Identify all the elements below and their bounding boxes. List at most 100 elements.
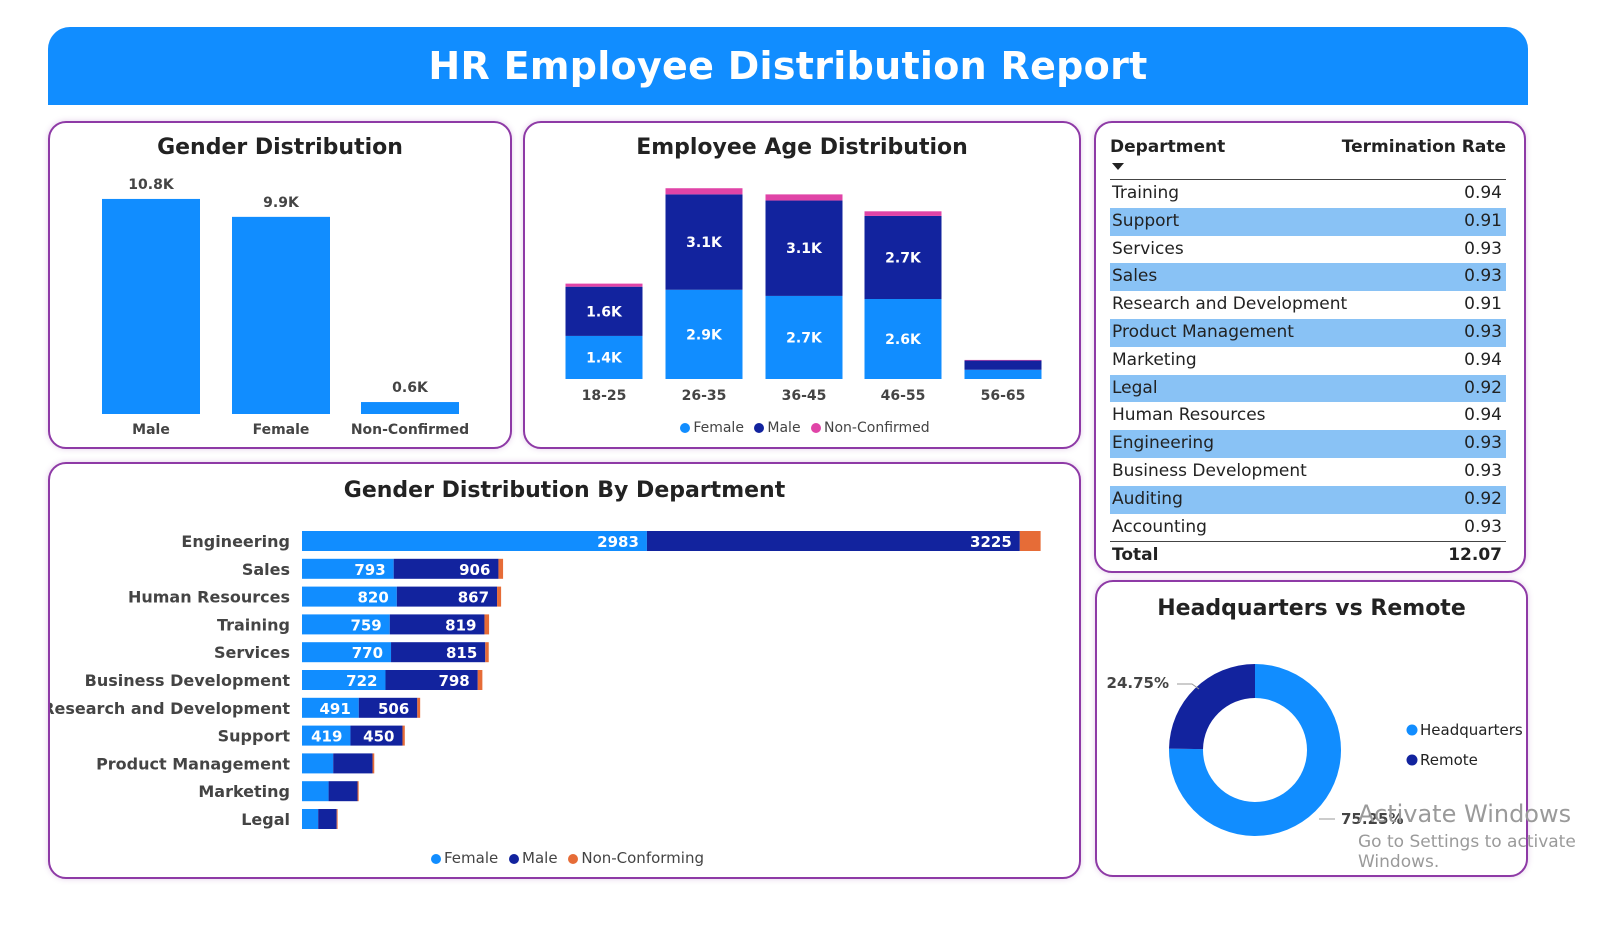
bar-training-male [389,614,485,635]
y-tick-research-and-development: Research and Development [50,699,290,718]
row-termination-rate: 0.94 [1464,349,1502,370]
gender-by-department-chart[interactable]: Engineering 2983 3225 Sales 793 906 Human Reso… [50,464,1079,839]
table-row[interactable]: Accounting 0.93 [1110,514,1506,542]
bar-36-45-non-confirmed [765,194,843,201]
bar-36-45-female [765,295,843,379]
row-department: Support [1112,210,1180,231]
bar-human-resources-female [302,586,397,607]
y-tick-sales: Sales [242,560,290,579]
table-row[interactable]: Sales 0.93 [1110,263,1506,292]
table-row[interactable]: Human Resources 0.94 [1110,402,1506,430]
bar-services-female [302,642,392,663]
table-row[interactable]: Engineering 0.93 [1110,430,1506,458]
legend-male-label: Male [767,420,801,436]
row-termination-rate: 0.94 [1464,183,1502,203]
legend-label-remote: Remote [1420,751,1478,769]
row-department: Business Development [1112,460,1307,481]
bar-support-female [302,725,351,746]
sort-descending-icon[interactable] [1112,163,1124,170]
bar-business-development-non-conforming [477,670,483,690]
data-label-36-45-female: 2.7K [786,330,823,346]
table-row[interactable]: Research and Development 0.91 [1110,291,1506,319]
bar-18-25-female [565,335,643,379]
data-label-engineering-male: 3225 [970,533,1012,551]
data-label-services-male: 815 [446,644,477,662]
row-termination-rate: 0.92 [1464,377,1502,398]
x-tick-26-35: 26-35 [682,388,727,404]
table-row[interactable]: Support 0.91 [1110,207,1506,236]
legend-male-label: Male [522,849,558,867]
table-row[interactable]: Business Development 0.93 [1110,458,1506,486]
data-label-research-and-development-female: 491 [319,700,350,718]
bar-sales-female [302,558,394,579]
legend-nonconfirmed-label: Non-Confirmed [824,420,930,436]
bar-product-management-female [302,753,334,774]
data-label-26-35-female: 2.9K [686,327,723,343]
data-label-male: 10.8K [128,177,175,193]
gender-distribution-chart[interactable]: 10.8K Male 9.9K Female 0.6K Non-Confirmed [50,123,510,447]
total-value: 12.07 [1448,545,1502,566]
y-tick-services: Services [214,643,290,662]
bar-26-35-non-confirmed [665,188,743,195]
data-label-26-35-male: 3.1K [686,235,723,251]
gender-distribution-card[interactable]: Gender Distribution 10.8K Male 9.9K Female 0… [48,121,512,449]
legend-nonconforming-label: Non-Conforming [581,849,704,867]
hq-vs-remote-donut-chart[interactable]: 75.25% 24.75% Headquarters Remote [1097,582,1526,875]
table-header: Department Termination Rate [1110,133,1506,180]
bar-services-non-conforming [485,642,489,663]
y-tick-support: Support [218,727,291,746]
data-label-business-development-male: 798 [438,672,469,690]
bar-female [232,216,330,414]
column-header-termination-rate[interactable]: Termination Rate [1341,137,1506,157]
row-termination-rate: 0.93 [1464,321,1502,342]
table-row[interactable]: Legal 0.92 [1110,374,1506,403]
age-chart-legend: Female Male Non-Confirmed [525,420,1079,436]
table-row[interactable]: Services 0.93 [1110,236,1506,264]
termination-rate-card[interactable]: Department Termination Rate Training 0.94… [1094,121,1526,573]
table-row[interactable]: Marketing 0.94 [1110,347,1506,375]
row-department: Research and Development [1112,294,1348,315]
data-label-sales-male: 906 [459,561,490,579]
column-header-department[interactable]: Department [1110,137,1226,157]
table-row[interactable]: Training 0.94 [1110,180,1506,208]
x-tick-18-25: 18-25 [582,388,627,404]
row-department: Auditing [1112,488,1183,509]
data-label-18-25-female: 1.4K [586,350,623,366]
row-department: Services [1112,238,1184,259]
age-distribution-chart[interactable]: 1.4K 1.6K 18-25 2.9K 3.1K 26-35 2.7K 3.1K 36-45 2… [525,123,1079,413]
bar-56-65-female [964,369,1042,379]
row-termination-rate: 0.93 [1464,433,1502,454]
bar-sales-male [393,558,499,579]
data-label-support-female: 419 [311,728,342,746]
data-label-training-female: 759 [350,616,381,634]
legend-dot-remote [1406,754,1418,766]
x-tick-56-65: 56-65 [981,388,1026,404]
row-department: Product Management [1112,321,1294,342]
x-tick-female: Female [253,422,310,438]
data-label-research-and-development-male: 506 [378,700,409,718]
bar-male [102,198,200,414]
gender-by-department-card[interactable]: Gender Distribution By Department Engine… [48,462,1081,879]
bar-26-35-female [665,289,743,379]
data-label-remote: 24.75% [1107,674,1169,692]
bar-26-35-male [665,194,743,290]
table-row[interactable]: Product Management 0.93 [1110,318,1506,347]
row-termination-rate: 0.93 [1464,460,1502,481]
legend-male-dot [509,854,520,864]
dept-chart-title: Gender Distribution By Department [343,478,786,503]
row-department: Marketing [1112,349,1197,370]
legend-female-dot [680,423,691,433]
age-distribution-card[interactable]: Employee Age Distribution 1.4K 1.6K 18-25 2… [523,121,1081,449]
row-department: Sales [1112,266,1158,287]
bar-non-confirmed [361,402,459,414]
hq-vs-remote-card[interactable]: Headquarters vs Remote 75.25% 24.75% Headq… [1095,580,1528,877]
legend-label-headquarters: Headquarters [1420,721,1523,739]
bar-46-55-male [864,215,942,299]
data-label-human-resources-female: 820 [358,589,389,607]
table-row[interactable]: Auditing 0.92 [1110,485,1506,514]
bar-36-45-male [765,200,843,296]
data-label-services-female: 770 [352,644,383,662]
bar-56-65-male [964,360,1042,370]
bar-research-and-development-male [358,697,418,718]
row-termination-rate: 0.93 [1464,516,1502,537]
